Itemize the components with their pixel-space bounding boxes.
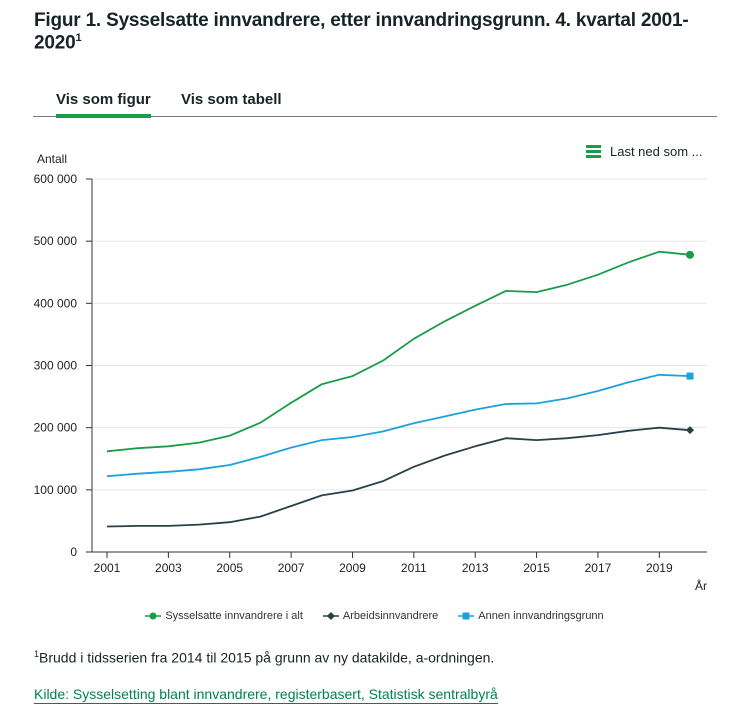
menu-icon: [586, 145, 601, 158]
y-tick-label: 400 000: [34, 296, 78, 310]
view-tabs: Vis som figur Vis som tabell: [33, 90, 717, 118]
x-tick-label: 2007: [278, 561, 305, 575]
x-tick-label: 2003: [155, 561, 182, 575]
legend-item-other[interactable]: Annen innvandringsgrunn: [458, 607, 604, 625]
tab-table[interactable]: Vis som tabell: [181, 91, 282, 108]
series-end-marker: [686, 372, 694, 380]
y-tick-label: 500 000: [34, 234, 78, 248]
legend-label-total: Sysselsatte innvandrere i alt: [165, 610, 303, 622]
source-link[interactable]: Kilde: Sysselsetting blant innvandrere, …: [34, 686, 498, 704]
legend-label-other: Annen innvandringsgrunn: [478, 610, 604, 622]
series-end-marker: [686, 426, 694, 435]
tab-figure[interactable]: Vis som figur: [56, 91, 151, 118]
download-button[interactable]: Last ned som ...: [586, 142, 703, 160]
legend-item-labour[interactable]: Arbeidsinnvandrere: [322, 607, 439, 625]
legend-item-total[interactable]: Sysselsatte innvandrere i alt: [145, 607, 303, 625]
x-tick-label: 2005: [216, 561, 243, 575]
y-tick-label: 200 000: [34, 421, 78, 435]
legend-square-icon: [458, 612, 475, 620]
y-tick-label: 0: [70, 545, 77, 559]
y-tick-label: 600 000: [34, 172, 78, 186]
series-line-3: [106, 373, 691, 478]
footnote-text: Brudd i tidsserien fra 2014 til 2015 på …: [39, 649, 495, 666]
legend-diamond-icon: [322, 612, 339, 620]
x-tick-label: 2013: [462, 561, 489, 575]
series-line-1: [106, 250, 691, 453]
y-tick-label: 100 000: [34, 483, 78, 497]
line-chart: 0 100 000 200 000 300 000 400 000 500 000 600 …: [34, 152, 707, 593]
x-tick-label: 2015: [523, 561, 550, 575]
legend: Sysselsatte innvandrere i alt Arbeidsinn…: [0, 607, 749, 625]
x-tick-label: 2001: [94, 561, 121, 575]
x-tick-label: 2009: [339, 561, 366, 575]
x-tick-label: 2019: [646, 561, 673, 575]
legend-circle-icon: [145, 612, 162, 620]
legend-label-labour: Arbeidsinnvandrere: [342, 610, 439, 622]
title-footnote-marker: 1: [75, 32, 82, 44]
series-end-marker: [686, 250, 694, 259]
x-tick-label: 2011: [401, 561, 427, 575]
footnote-marker: 1: [34, 649, 40, 659]
download-label: Last ned som ...: [610, 143, 703, 159]
chart-title: Figur 1. Sysselsatte innvandrere, etter …: [34, 10, 689, 54]
series-line-2: [106, 426, 691, 528]
y-axis-label: Antall: [37, 152, 67, 166]
x-axis-label: År: [695, 578, 707, 593]
footnote: 1Brudd i tidsserien fra 2014 til 2015 på…: [34, 649, 494, 666]
y-tick-label: 300 000: [34, 359, 78, 373]
x-tick-label: 2017: [585, 561, 612, 575]
